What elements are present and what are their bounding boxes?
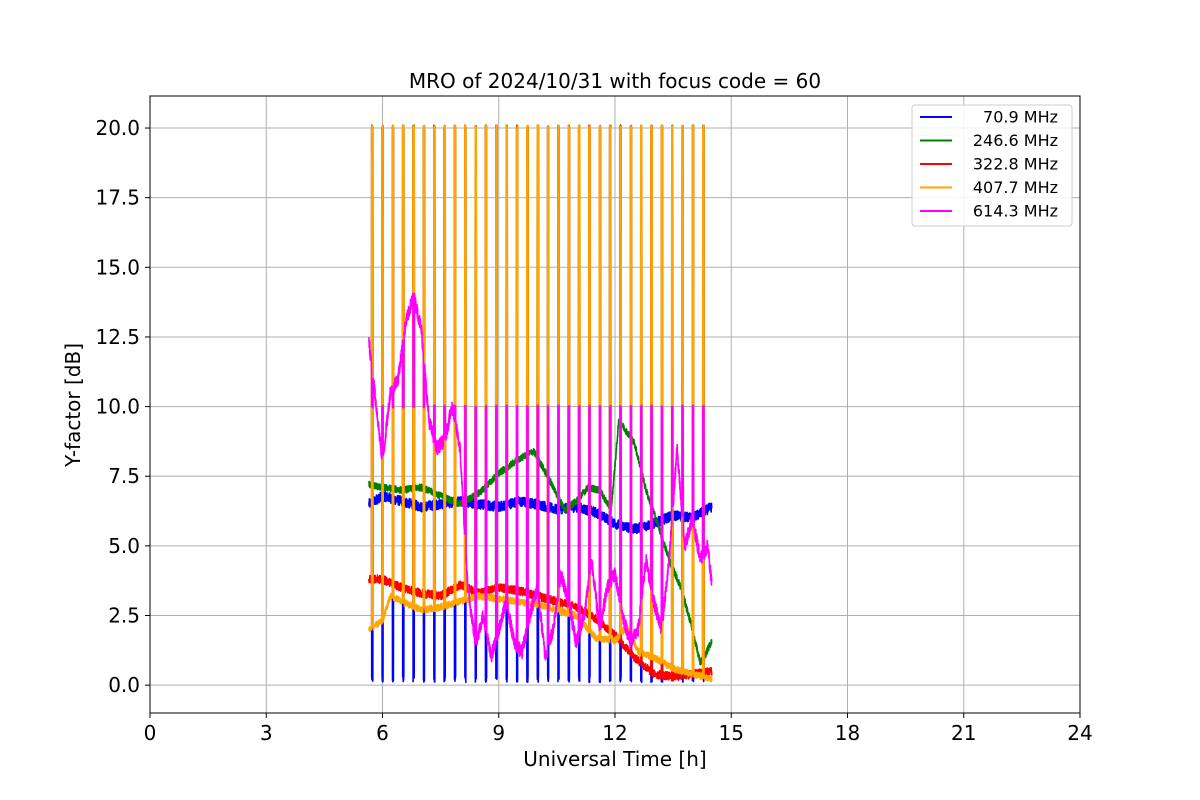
legend-box (911, 104, 1073, 227)
y-tick-label: 17.5 (95, 186, 140, 210)
x-tick-label: 18 (835, 721, 860, 745)
y-tick-label: 10.0 (95, 395, 140, 419)
y-axis-label: Y-factor [dB] (61, 343, 85, 468)
y-tick-label: 15.0 (95, 255, 140, 279)
series-line-70-9-mhz (368, 490, 713, 684)
series-line-614-3-mhz (368, 292, 713, 663)
series-layer (368, 124, 713, 684)
series-line-407-7-mhz (368, 124, 713, 683)
tick-layer: 0 3 6 9 12 15 18 21 24 0.0 2.5 5.0 7.5 10.0 12.5 15.0 17… (95, 116, 1092, 745)
chart-title: MRO of 2024/10/31 with focus code = 60 (409, 69, 821, 93)
legend-items: 70.9 MHz 246.6 MHz 322.8 MHz 407.7 MHz 614.3… (920, 108, 1058, 221)
legend-label: 407.7 MHz (973, 178, 1058, 197)
y-tick-label: 2.5 (108, 604, 140, 628)
grid-layer (149, 96, 1081, 713)
y-tick-label: 0.0 (108, 673, 140, 697)
series-line-322-8-mhz (368, 124, 713, 682)
x-tick-label: 24 (1067, 721, 1092, 745)
x-tick-label: 9 (492, 721, 505, 745)
legend-label: 70.9 MHz (983, 108, 1058, 127)
x-tick-label: 0 (144, 721, 157, 745)
legend: 70.9 MHz 246.6 MHz 322.8 MHz 407.7 MHz 614.3… (911, 104, 1073, 227)
x-axis-label: Universal Time [h] (523, 747, 706, 771)
legend-label: 322.8 MHz (973, 155, 1058, 174)
legend-label: 246.6 MHz (973, 131, 1058, 150)
y-tick-label: 20.0 (95, 116, 140, 140)
legend-label: 614.3 MHz (973, 202, 1058, 221)
y-tick-label: 7.5 (108, 464, 140, 488)
x-tick-label: 12 (602, 721, 627, 745)
x-tick-label: 3 (260, 721, 273, 745)
series-line-246-6-mhz (368, 124, 713, 666)
x-tick-label: 6 (376, 721, 389, 745)
x-tick-label: 15 (719, 721, 744, 745)
y-tick-label: 12.5 (95, 325, 140, 349)
x-tick-label: 21 (951, 721, 976, 745)
y-tick-label: 5.0 (108, 534, 140, 558)
